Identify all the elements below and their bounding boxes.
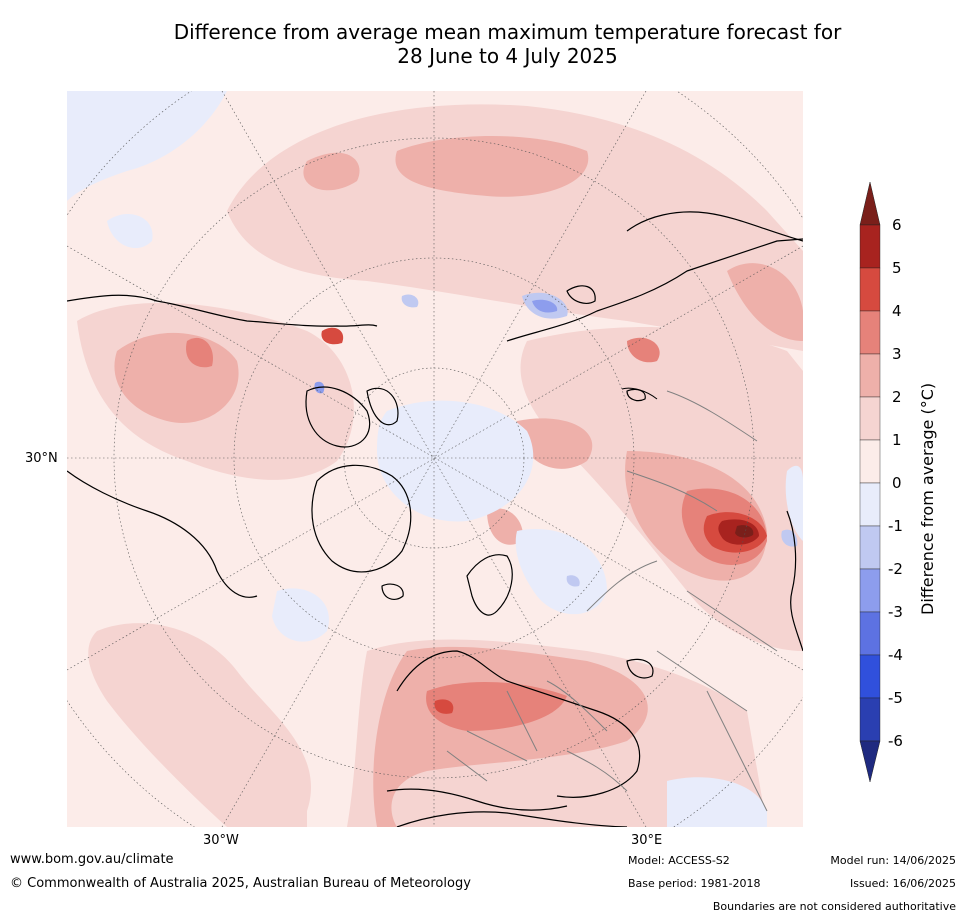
model-run-text: Model run: 14/06/2025	[830, 854, 956, 867]
colorbar-bin-m2tom1	[859, 525, 881, 570]
graticule	[67, 91, 803, 827]
colorbar-bin-2to3	[859, 353, 881, 398]
colorbar-tick: 6	[892, 216, 902, 234]
title-line-1: Difference from average mean maximum tem…	[173, 20, 842, 44]
colorbar-tick: -4	[888, 646, 903, 664]
colorbar-bin-m5tom4	[859, 654, 881, 699]
country-boundaries	[446, 390, 778, 812]
colorbar-bins	[859, 181, 881, 783]
colorbar-over-triangle	[859, 181, 881, 226]
copyright-text: © Commonwealth of Australia 2025, Austra…	[10, 876, 471, 891]
colorbar-bin-5to6	[859, 224, 881, 269]
colorbar-bin-3to4	[859, 310, 881, 355]
lon-label-30e: 30°E	[631, 833, 663, 848]
colorbar-tick: -3	[888, 603, 903, 621]
colorbar: 6 5 4 3 2 1 0 -1 -2 -3 -4 -5 -6	[859, 181, 903, 783]
colorbar-tick: 3	[892, 345, 902, 363]
coastlines	[67, 211, 803, 827]
issued-text: Issued: 16/06/2025	[849, 877, 956, 890]
colorbar-axis-label: Difference from average (°C)	[918, 382, 937, 615]
colorbar-bin-m1to0	[859, 482, 881, 527]
colorbar-bin-1to2	[859, 396, 881, 441]
lon-label-30w: 30°W	[203, 833, 239, 848]
anomaly-region-atlantic	[88, 623, 311, 827]
forecast-map	[67, 91, 803, 827]
colorbar-tick: 1	[892, 431, 902, 449]
lat-label-30n: 30°N	[25, 451, 58, 466]
colorbar-tick: -6	[888, 732, 903, 750]
chart-title: Difference from average mean maximum tem…	[60, 20, 955, 68]
colorbar-tick: 5	[892, 259, 902, 277]
colorbar-tick: 2	[892, 388, 902, 406]
colorbar-tick-labels: 6 5 4 3 2 1 0 -1 -2 -3 -4 -5 -6	[888, 216, 903, 750]
colorbar-bin-m4tom3	[859, 611, 881, 656]
disclaimer-text: Boundaries are not considered authoritat…	[712, 900, 956, 913]
colorbar-tick: -1	[888, 517, 903, 535]
colorbar-tick: -5	[888, 689, 903, 707]
title-line-2: 28 June to 4 July 2025	[397, 44, 618, 68]
colorbar-under-triangle	[859, 740, 881, 783]
colorbar-bin-4to5	[859, 267, 881, 312]
website-link[interactable]: www.bom.gov.au/climate	[10, 852, 174, 867]
colorbar-bin-0to1	[859, 439, 881, 484]
colorbar-tick: 0	[892, 474, 902, 492]
base-period-text: Base period: 1981-2018	[628, 877, 761, 890]
colorbar-tick: -2	[888, 560, 903, 578]
colorbar-bin-m6tom5	[859, 697, 881, 742]
anomaly-region-north-pacific	[227, 104, 803, 351]
model-text: Model: ACCESS-S2	[628, 854, 730, 867]
colorbar-tick: 4	[892, 302, 902, 320]
colorbar-bin-m3tom2	[859, 568, 881, 613]
